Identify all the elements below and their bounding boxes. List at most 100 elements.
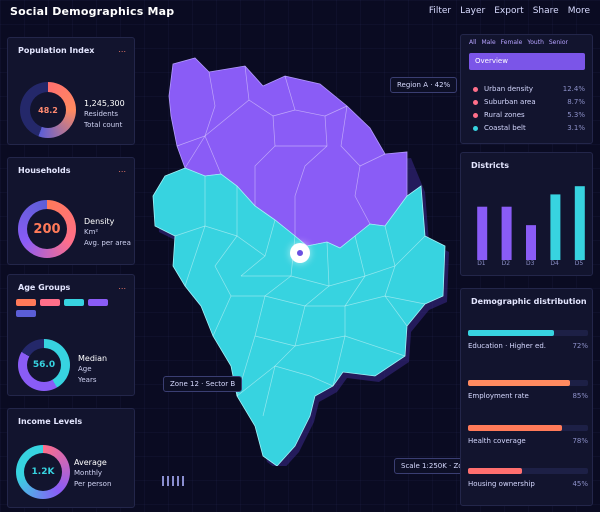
income-donut: 1.2K bbox=[16, 445, 70, 499]
share-action[interactable]: Share bbox=[532, 6, 559, 16]
panel-title: Income Levels bbox=[18, 417, 83, 426]
legend-row: Coastal belt 3.1% bbox=[473, 124, 585, 132]
more-icon[interactable]: ... bbox=[118, 45, 126, 54]
age-chip[interactable] bbox=[40, 299, 60, 306]
stat-line: Total count bbox=[84, 121, 123, 129]
panel-title: Demographic distribution bbox=[471, 297, 587, 306]
legend-dot bbox=[473, 99, 478, 105]
legend-label: Coastal belt bbox=[484, 124, 526, 132]
age-chip[interactable] bbox=[16, 310, 36, 317]
donut-value: 48.2 bbox=[30, 92, 66, 128]
distribution-row: Employment rate 85% bbox=[468, 380, 588, 400]
distribution-value: 72% bbox=[572, 342, 588, 350]
map-tag-top[interactable]: Region A · 42% bbox=[390, 77, 458, 93]
donut-value: 56.0 bbox=[27, 348, 61, 382]
map-tag-left[interactable]: Zone 12 · Sector B bbox=[163, 376, 243, 392]
legend-value: 12.4% bbox=[562, 85, 585, 93]
distribution-label: Employment rate bbox=[468, 392, 529, 400]
region-south[interactable] bbox=[152, 167, 446, 466]
distribution-value: 45% bbox=[572, 480, 588, 488]
stat-line: Per person bbox=[74, 480, 112, 488]
legend-value: 5.3% bbox=[567, 111, 585, 119]
bar-track bbox=[468, 425, 588, 431]
bar-tick-label: D1 bbox=[477, 260, 486, 267]
legend-dot bbox=[473, 86, 478, 92]
bar-track bbox=[468, 380, 588, 386]
bar-D1[interactable] bbox=[477, 206, 488, 260]
more-icon[interactable]: ... bbox=[118, 282, 126, 291]
age-chip[interactable] bbox=[88, 299, 108, 306]
top-bar: Social Demographics Map Filter Layer Exp… bbox=[0, 0, 600, 26]
age-chips bbox=[16, 299, 131, 317]
distribution-label-row: Education · Higher ed. 72% bbox=[468, 342, 588, 350]
households-stats: Density Km² Avg. per area bbox=[84, 216, 131, 249]
bar-D4[interactable] bbox=[550, 194, 561, 260]
stat-line: Km² bbox=[84, 228, 99, 236]
filter-tabs: All Male Female Youth Senior bbox=[469, 39, 568, 46]
bar-track bbox=[468, 330, 588, 336]
tab-youth[interactable]: Youth bbox=[527, 39, 544, 46]
more-action[interactable]: More bbox=[567, 6, 590, 16]
distribution-label: Housing ownership bbox=[468, 480, 535, 488]
bar-tick-label: D2 bbox=[501, 260, 511, 267]
legend-label: Suburban area bbox=[484, 98, 536, 106]
legend-row: Urban density 12.4% bbox=[473, 85, 585, 93]
more-icon[interactable]: ... bbox=[118, 165, 126, 174]
panel-title: Districts bbox=[471, 161, 509, 170]
donut-value: 200 bbox=[27, 209, 67, 249]
panel-title: Population Index bbox=[18, 46, 95, 55]
stat-line: Median bbox=[78, 354, 108, 363]
scale-tick bbox=[182, 476, 184, 486]
population-donut: 48.2 bbox=[20, 82, 76, 138]
bar-track bbox=[468, 468, 588, 474]
app-title: Social Demographics Map bbox=[10, 5, 175, 18]
population-stats: 1,245,300 Residents Total count bbox=[84, 98, 125, 131]
age-chip[interactable] bbox=[16, 299, 36, 306]
distribution-label: Health coverage bbox=[468, 437, 526, 445]
stat-line: Years bbox=[78, 376, 97, 384]
stat-line: Monthly bbox=[74, 469, 103, 477]
distribution-label: Education · Higher ed. bbox=[468, 342, 546, 350]
districts-bar-chart bbox=[477, 186, 585, 260]
legend-row: Suburban area 8.7% bbox=[473, 98, 585, 106]
age-stats: Median Age Years bbox=[78, 353, 107, 386]
overview-panel: All Male Female Youth Senior Overview Ur… bbox=[460, 34, 593, 144]
panel-title: Households bbox=[18, 166, 71, 175]
age-panel: Age Groups ... 56.0 Median Age Years bbox=[7, 274, 135, 396]
households-panel: Households ... 200 Density Km² Avg. per … bbox=[7, 157, 135, 265]
tab-all[interactable]: All bbox=[469, 39, 477, 46]
stat-line: Density bbox=[84, 217, 115, 226]
layer-action[interactable]: Layer bbox=[460, 6, 486, 16]
donut-value: 1.2K bbox=[24, 453, 62, 491]
top-actions: Filter Layer Export Share More bbox=[429, 6, 590, 16]
population-panel: Population Index ... 48.2 1,245,300 Resi… bbox=[7, 37, 135, 145]
legend-value: 3.1% bbox=[567, 124, 585, 132]
export-action[interactable]: Export bbox=[494, 6, 524, 16]
tab-male[interactable]: Male bbox=[481, 39, 496, 46]
tab-female[interactable]: Female bbox=[500, 39, 523, 46]
bar-D2[interactable] bbox=[501, 206, 512, 260]
stat-line: Age bbox=[78, 365, 92, 373]
bar-fill bbox=[468, 468, 522, 474]
overview-select[interactable]: Overview bbox=[469, 53, 585, 70]
distribution-row: Education · Higher ed. 72% bbox=[468, 330, 588, 350]
scale-ticks bbox=[162, 476, 184, 486]
distribution-value: 78% bbox=[572, 437, 588, 445]
bar-fill bbox=[468, 330, 555, 336]
location-pin-icon[interactable] bbox=[290, 243, 310, 263]
tab-senior[interactable]: Senior bbox=[548, 39, 568, 46]
distribution-row: Housing ownership 45% bbox=[468, 468, 588, 488]
bar-D3[interactable] bbox=[526, 225, 536, 260]
bar-D5[interactable] bbox=[574, 186, 585, 260]
bar-axis-labels: D1 D2 D3 D4 D5 bbox=[470, 260, 592, 270]
filter-action[interactable]: Filter bbox=[428, 6, 452, 16]
bar-fill bbox=[468, 380, 570, 386]
distribution-row: Health coverage 78% bbox=[468, 425, 588, 445]
age-chip[interactable] bbox=[64, 299, 84, 306]
legend-label: Urban density bbox=[484, 85, 534, 93]
region-map[interactable] bbox=[145, 36, 450, 466]
income-panel: Income Levels 1.2K Average Monthly Per p… bbox=[7, 408, 135, 508]
distribution-label-row: Health coverage 78% bbox=[468, 437, 588, 445]
stat-line: Residents bbox=[84, 110, 119, 118]
distribution-label-row: Housing ownership 45% bbox=[468, 480, 588, 488]
